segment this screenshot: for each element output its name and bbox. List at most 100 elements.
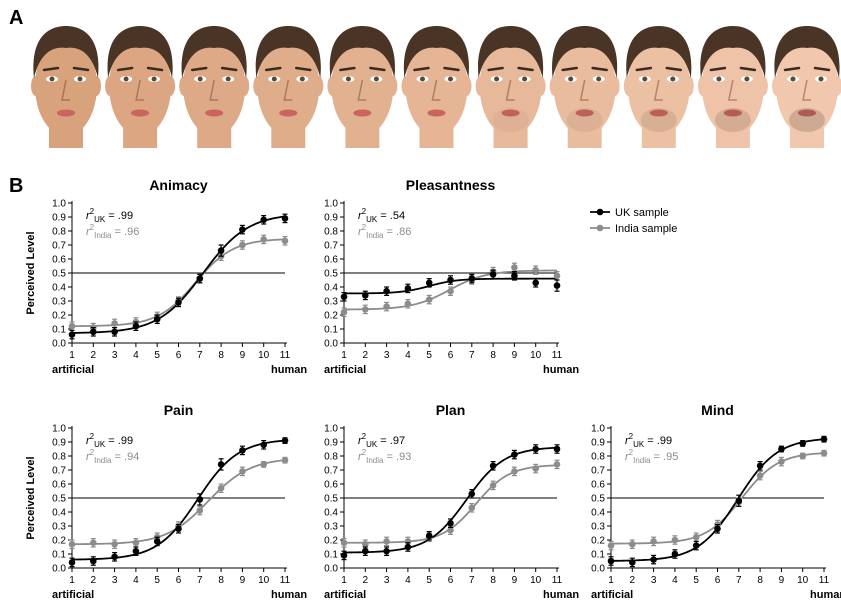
y-tick-label: 0.5	[52, 269, 66, 280]
x-tick-label: 8	[218, 350, 224, 361]
x-tick-label: 6	[715, 575, 721, 586]
data-point	[362, 547, 369, 555]
y-tick-label: 0.1	[324, 550, 338, 561]
x-tick-label: 8	[490, 350, 496, 361]
y-tick-label: 0.8	[52, 227, 66, 238]
x-end-label-right: human	[810, 589, 841, 601]
y-tick-label: 0.6	[52, 255, 66, 266]
y-tick-label: 0.3	[591, 522, 605, 533]
r2-uk-label: r2UK = .99	[625, 432, 672, 449]
data-point	[90, 328, 97, 336]
x-tick-label: 5	[426, 350, 432, 361]
data-point	[468, 490, 476, 498]
data-point	[340, 539, 348, 547]
y-tick-label: 0.4	[52, 508, 66, 519]
data-point	[511, 451, 518, 458]
data-point	[778, 445, 785, 453]
data-point	[511, 264, 518, 271]
y-tick-label: 0.9	[52, 213, 66, 224]
data-point	[175, 525, 182, 533]
x-tick-label: 11	[280, 350, 291, 361]
face-image	[401, 26, 472, 148]
x-tick-label: 9	[779, 575, 785, 586]
data-point	[511, 468, 518, 475]
face-image	[623, 26, 694, 148]
y-tick-label: 0.6	[324, 255, 338, 266]
data-point	[447, 526, 454, 534]
x-tick-label: 8	[490, 575, 496, 586]
y-tick-label: 0.4	[324, 508, 338, 519]
y-tick-label: 1.0	[324, 424, 338, 435]
x-tick-label: 9	[240, 575, 246, 586]
data-point	[281, 456, 289, 464]
x-tick-label: 3	[651, 575, 657, 586]
x-tick-label: 1	[608, 575, 614, 586]
face-image	[105, 26, 176, 148]
data-point	[111, 320, 118, 327]
y-tick-label: 0.3	[324, 297, 338, 308]
face-image	[697, 26, 768, 148]
r2-india-label: r2India = .95	[625, 448, 678, 465]
data-point	[217, 461, 225, 468]
data-point	[404, 543, 412, 551]
y-tick-label: 0.9	[324, 213, 338, 224]
data-point	[756, 472, 764, 479]
data-point	[239, 468, 246, 475]
legend-marker	[596, 208, 604, 216]
face-image	[253, 26, 324, 148]
data-point	[217, 247, 225, 254]
y-tick-label: 0.0	[324, 564, 338, 575]
data-point	[281, 437, 289, 444]
data-point	[511, 272, 518, 280]
fit-curve	[71, 238, 286, 328]
panel-letter-b: B	[9, 175, 23, 197]
x-tick-label: 4	[405, 350, 411, 361]
x-tick-label: 3	[384, 575, 390, 586]
x-tick-label: 9	[512, 350, 518, 361]
data-point	[153, 538, 161, 545]
x-tick-label: 2	[91, 575, 97, 586]
data-point	[468, 504, 476, 512]
y-tick-label: 0.7	[324, 466, 338, 477]
y-axis-label: Perceived Level	[25, 456, 37, 539]
y-tick-label: 0.1	[324, 325, 338, 336]
x-tick-label: 4	[672, 575, 678, 586]
y-tick-label: 0.0	[52, 564, 66, 575]
panel-letter-a: A	[9, 7, 23, 29]
x-tick-label: 2	[91, 350, 97, 361]
y-tick-label: 0.2	[591, 536, 605, 547]
data-point	[650, 556, 657, 563]
data-point	[820, 435, 828, 443]
data-point	[629, 559, 636, 566]
data-point	[196, 275, 204, 282]
face-image	[475, 26, 546, 148]
x-tick-label: 3	[112, 350, 118, 361]
data-point	[239, 226, 246, 233]
data-point	[340, 293, 348, 301]
data-point	[383, 547, 390, 555]
y-tick-label: 0.6	[591, 480, 605, 491]
y-tick-label: 0.1	[591, 550, 605, 561]
x-end-label-right: human	[543, 364, 579, 376]
x-tick-label: 2	[363, 575, 369, 586]
y-tick-label: 0.4	[52, 283, 66, 294]
face-image	[327, 26, 398, 148]
x-tick-label: 11	[819, 575, 830, 586]
y-tick-label: 0.9	[324, 438, 338, 449]
x-tick-label: 10	[258, 350, 270, 361]
y-tick-label: 0.5	[52, 494, 66, 505]
legend: UK sample India sample	[590, 207, 677, 235]
y-axis-label: Perceived Level	[25, 231, 37, 314]
x-tick-label: 8	[757, 575, 763, 586]
data-point	[217, 484, 225, 492]
x-tick-label: 5	[693, 575, 699, 586]
data-point	[489, 271, 497, 278]
x-tick-label: 8	[218, 575, 224, 586]
x-tick-label: 7	[736, 575, 742, 586]
x-tick-label: 5	[154, 350, 160, 361]
x-tick-label: 1	[341, 350, 347, 361]
data-point	[692, 533, 700, 541]
r2-india-label: r2India = .93	[358, 448, 411, 465]
y-tick-label: 0.7	[591, 466, 605, 477]
chart-title: Animacy	[149, 177, 208, 193]
